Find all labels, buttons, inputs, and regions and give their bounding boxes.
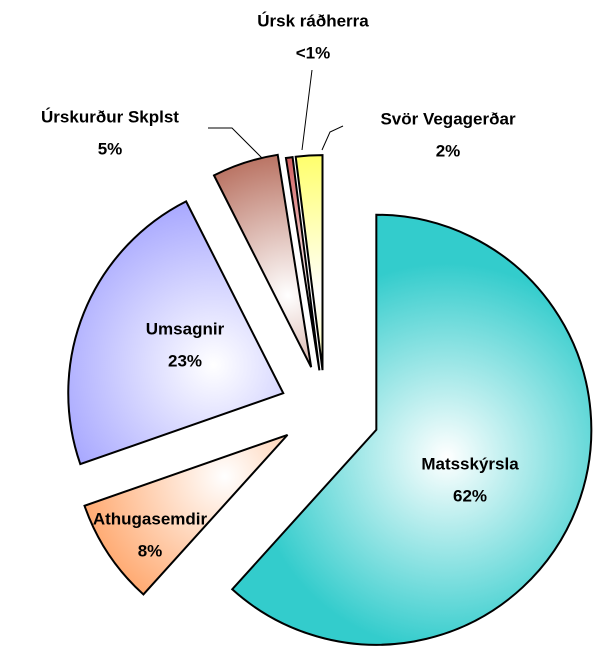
leader-line xyxy=(208,127,263,159)
leader-line xyxy=(301,69,313,151)
slice-label: Úrsk ráðherra xyxy=(257,11,369,30)
slice-value-label: 62% xyxy=(453,486,487,505)
pie-slice xyxy=(67,200,285,466)
pie-slice xyxy=(230,213,593,646)
slice-label: Úrskurður Skplst xyxy=(41,107,179,126)
pie-slice xyxy=(83,433,289,596)
slice-value-label: <1% xyxy=(296,43,331,62)
slice-value-label: 2% xyxy=(436,141,461,160)
slice-label: Umsagnir xyxy=(146,319,225,338)
pie-slice xyxy=(294,154,324,371)
slice-value-label: 5% xyxy=(98,139,123,158)
slice-value-label: 23% xyxy=(168,351,202,370)
slice-value-label: 8% xyxy=(138,541,163,560)
slice-label: Athugasemdir xyxy=(93,509,208,528)
slice-label: Matsskýrsla xyxy=(421,454,519,473)
slice-label: Svör Vegagerðar xyxy=(380,109,516,128)
pie-slice xyxy=(284,155,321,371)
leader-line xyxy=(321,125,344,151)
pie-slice xyxy=(212,153,313,368)
